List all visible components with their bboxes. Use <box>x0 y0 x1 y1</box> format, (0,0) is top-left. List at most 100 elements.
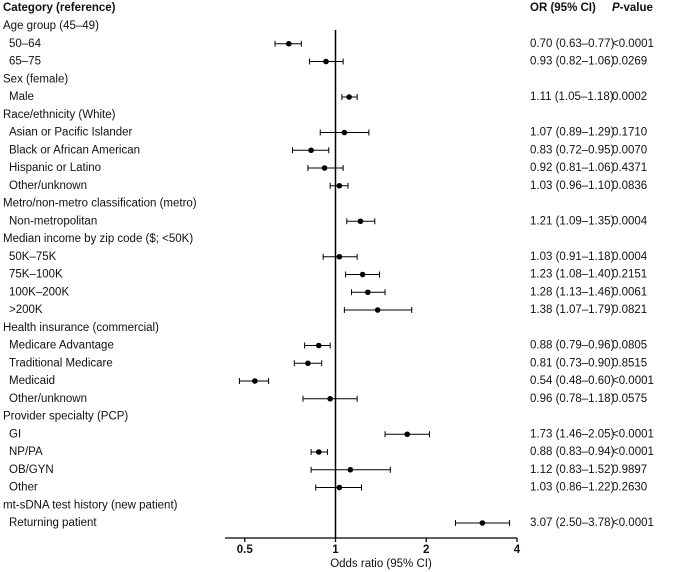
group-label: mt-sDNA test history (new patient) <box>3 499 178 511</box>
point-estimate <box>346 94 352 100</box>
point-estimate <box>365 289 371 296</box>
point-estimate <box>323 58 329 65</box>
point-estimate <box>479 520 486 526</box>
p-value: <0.0001 <box>612 375 654 387</box>
p-value: 0.0070 <box>612 144 647 156</box>
row-label: Other/unknown <box>9 393 87 405</box>
p-value: 0.0836 <box>612 180 647 192</box>
column-header: OR (95% CI) <box>530 2 596 14</box>
point-estimate <box>357 218 364 225</box>
p-value: 0.0002 <box>612 91 647 103</box>
row-label: Traditional Medicare <box>9 357 113 369</box>
point-estimate <box>336 253 343 260</box>
or-value: 0.93 (0.82–1.06) <box>530 56 615 68</box>
p-value: 0.4371 <box>612 162 647 174</box>
row-label: OB/GYN <box>9 464 54 476</box>
point-estimate <box>315 342 322 349</box>
or-value: 0.88 (0.83–0.94) <box>530 446 615 458</box>
x-tick-label: 2 <box>423 544 429 556</box>
or-value: 0.54 (0.48–0.60) <box>530 375 615 387</box>
row-label: Hispanic or Latino <box>9 162 101 174</box>
group-label: Sex (female) <box>3 73 68 85</box>
column-header: P-value <box>612 2 653 14</box>
row-label: 50–64 <box>9 38 42 50</box>
row-label: Medicaid <box>9 375 55 387</box>
row-label: NP/PA <box>9 446 43 458</box>
point-estimate <box>404 431 411 438</box>
x-axis-title: Odds ratio (95% CI) <box>330 558 432 570</box>
group-label: Metro/non-metro classification (metro) <box>3 198 197 210</box>
p-value: 0.1710 <box>612 127 647 139</box>
row-label: Male <box>9 91 34 103</box>
row-label: Black or African American <box>9 144 140 156</box>
or-value: 0.92 (0.81–1.06) <box>530 162 615 174</box>
p-value: <0.0001 <box>612 38 654 50</box>
p-value: <0.0001 <box>612 446 654 458</box>
p-value: 0.0004 <box>612 215 648 227</box>
or-value: 1.28 (1.13–1.46) <box>530 286 615 298</box>
row-label: Asian or Pacific Islander <box>9 127 133 139</box>
or-value: 0.70 (0.63–0.77) <box>530 38 615 50</box>
row-label: Other <box>9 482 38 494</box>
row-label: Returning patient <box>9 517 97 529</box>
or-value: 0.81 (0.73–0.90) <box>530 357 615 369</box>
row-label: 100K–200K <box>9 286 69 298</box>
row-label: 65–75 <box>9 56 41 68</box>
or-value: 1.21 (1.09–1.35) <box>530 215 615 227</box>
point-estimate <box>315 449 322 455</box>
or-value: 1.03 (0.86–1.22) <box>530 482 615 494</box>
p-value: 0.9897 <box>612 464 647 476</box>
or-value: 1.38 (1.07–1.79) <box>530 304 615 316</box>
p-value: 0.2151 <box>612 269 647 281</box>
row-label: 75K–100K <box>9 269 63 281</box>
or-value: 0.88 (0.79–0.96) <box>530 340 615 352</box>
group-label: Health insurance (commercial) <box>3 322 159 334</box>
p-value: 0.0061 <box>612 286 647 298</box>
point-estimate <box>285 40 292 47</box>
or-value: 1.03 (0.91–1.18) <box>530 251 615 263</box>
point-estimate <box>321 165 328 171</box>
point-estimate <box>336 182 343 189</box>
p-value: 0.8515 <box>612 357 647 369</box>
p-value: 0.0575 <box>612 393 647 405</box>
column-header: Category (reference) <box>3 2 116 14</box>
x-tick-label: 0.5 <box>237 544 254 556</box>
p-value: <0.0001 <box>612 428 654 440</box>
or-value: 1.73 (1.46–2.05) <box>530 428 615 440</box>
or-value: 1.03 (0.96–1.10) <box>530 180 615 192</box>
point-estimate <box>252 378 258 384</box>
p-value: 0.0269 <box>612 56 647 68</box>
row-label: >200K <box>9 304 43 316</box>
point-estimate <box>336 484 343 491</box>
point-estimate <box>347 466 354 473</box>
or-value: 1.12 (0.83–1.52) <box>530 464 615 476</box>
row-label: Other/unknown <box>9 180 87 192</box>
or-value: 3.07 (2.50–3.78) <box>530 517 615 529</box>
group-label: Race/ethnicity (White) <box>3 109 116 121</box>
row-label: Medicare Advantage <box>9 340 114 352</box>
or-value: 1.11 (1.05–1.18) <box>530 91 614 103</box>
point-estimate <box>305 360 311 367</box>
p-value: 0.0805 <box>612 340 647 352</box>
point-estimate <box>374 307 381 313</box>
x-tick-label: 1 <box>332 544 339 556</box>
p-value: 0.2630 <box>612 482 647 494</box>
p-value: 0.0821 <box>612 304 647 316</box>
or-value: 0.83 (0.72–0.95) <box>530 144 615 156</box>
point-estimate <box>327 395 333 402</box>
point-estimate <box>341 129 348 136</box>
point-estimate <box>359 271 366 278</box>
row-label: Non-metropolitan <box>9 215 97 227</box>
or-value: 1.23 (1.08–1.40) <box>530 269 615 281</box>
point-estimate <box>308 147 314 154</box>
group-label: Age group (45–49) <box>3 20 99 32</box>
row-label: 50K–75K <box>9 251 57 263</box>
or-value: 1.07 (0.89–1.29) <box>530 127 615 139</box>
x-tick-label: 4 <box>514 544 521 556</box>
or-value: 0.96 (0.78–1.18) <box>530 393 615 405</box>
p-value: 0.0004 <box>612 251 648 263</box>
p-value: <0.0001 <box>612 517 654 529</box>
group-label: Provider specialty (PCP) <box>3 411 128 423</box>
row-label: GI <box>9 428 21 440</box>
